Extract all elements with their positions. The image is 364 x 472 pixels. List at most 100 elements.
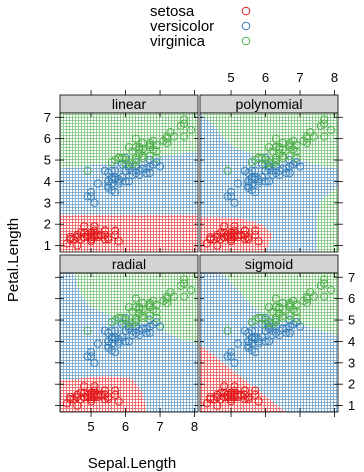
point-versicolor: [111, 333, 120, 342]
y-tick-label: 1: [44, 238, 51, 253]
legend-label-setosa: setosa: [150, 3, 195, 20]
y-tick-label: 5: [44, 153, 51, 168]
y-tick-label: 5: [348, 313, 355, 328]
point-versicolor: [87, 188, 96, 197]
y-tick-label: 6: [44, 131, 51, 146]
point-setosa: [251, 386, 260, 395]
y-tick-label: 7: [348, 270, 355, 285]
point-setosa: [213, 232, 222, 242]
point-setosa: [90, 382, 99, 391]
point-virginica: [261, 320, 270, 329]
point-versicolor: [124, 177, 134, 186]
panel-polynomial: polynomial: [199, 94, 339, 253]
point-setosa: [97, 230, 106, 239]
point-versicolor: [145, 162, 154, 171]
y-tick-label: 4: [44, 174, 51, 189]
point-setosa: [104, 235, 113, 244]
point-setosa: [73, 232, 82, 242]
y-tick-label: 7: [44, 110, 51, 125]
point-setosa: [87, 392, 96, 402]
point-setosa: [237, 390, 246, 399]
point-virginica: [254, 313, 263, 322]
panel-title: radial: [112, 256, 146, 272]
point-versicolor: [142, 328, 151, 337]
point-virginica: [121, 320, 130, 329]
point-virginica: [320, 275, 329, 284]
x-tick-label: 8: [331, 70, 338, 85]
point-versicolor: [104, 343, 113, 352]
point-versicolor: [145, 168, 154, 177]
point-virginica: [258, 153, 267, 162]
point-versicolor: [244, 183, 253, 192]
point-virginica: [131, 134, 140, 143]
point-virginica: [180, 292, 189, 301]
point-versicolor: [233, 179, 243, 188]
point-virginica: [261, 160, 270, 169]
point-virginica: [254, 153, 263, 162]
point-setosa: [237, 230, 246, 239]
point-virginica: [145, 143, 154, 152]
point-virginica: [278, 311, 287, 320]
point-versicolor: [104, 181, 113, 190]
point-setosa: [80, 222, 89, 231]
point-virginica: [152, 307, 161, 316]
point-virginica: [114, 313, 123, 322]
point-versicolor: [145, 328, 154, 337]
point-versicolor: [104, 341, 113, 350]
point-virginica: [145, 301, 154, 310]
point-virginica: [107, 158, 116, 167]
legend-label-versicolor: versicolor: [150, 18, 214, 35]
point-versicolor: [268, 330, 277, 340]
point-versicolor: [87, 348, 96, 357]
point-versicolor: [268, 170, 277, 180]
point-setosa: [114, 237, 123, 246]
point-versicolor: [285, 162, 294, 171]
point-virginica: [121, 160, 130, 169]
point-versicolor: [111, 348, 120, 357]
point-versicolor: [90, 198, 99, 207]
point-versicolor: [93, 179, 103, 188]
point-virginica: [285, 303, 294, 312]
point-virginica: [118, 313, 127, 322]
point-virginica: [271, 155, 280, 165]
point-virginica: [320, 279, 329, 288]
y-tick-label: 4: [348, 334, 355, 349]
point-setosa: [90, 222, 99, 231]
point-virginica: [152, 147, 161, 156]
point-setosa: [104, 395, 113, 404]
point-versicolor: [128, 170, 137, 180]
point-virginica: [180, 132, 189, 141]
point-versicolor: [251, 173, 260, 182]
decision-region-green: [317, 185, 338, 252]
point-virginica: [169, 132, 178, 141]
point-virginica: [187, 126, 196, 135]
point-versicolor: [227, 192, 236, 201]
x-tick-label: 8: [191, 419, 198, 434]
decision-region-green: [200, 113, 338, 169]
y-tick-label: 3: [348, 355, 355, 370]
point-virginica: [138, 311, 147, 320]
point-virginica: [180, 119, 189, 128]
y-tick-label: 1: [348, 398, 355, 413]
point-versicolor: [128, 330, 137, 340]
point-setosa: [73, 401, 82, 410]
legend: setosa versicolor virginica: [150, 3, 251, 50]
point-virginica: [327, 286, 336, 295]
point-virginica: [271, 294, 280, 303]
point-virginica: [285, 143, 294, 152]
point-virginica: [258, 313, 267, 322]
point-virginica: [180, 279, 189, 288]
point-versicolor: [124, 337, 134, 346]
point-versicolor: [264, 177, 274, 186]
point-virginica: [114, 153, 123, 162]
point-virginica: [131, 155, 140, 165]
point-versicolor: [251, 175, 260, 184]
x-tick-label: 7: [296, 70, 303, 85]
point-virginica: [292, 147, 301, 156]
point-versicolor: [111, 335, 120, 344]
x-tick-label: 5: [87, 419, 94, 434]
point-setosa: [251, 226, 260, 235]
point-setosa: [73, 392, 82, 402]
point-versicolor: [142, 168, 151, 177]
point-versicolor: [111, 173, 120, 182]
